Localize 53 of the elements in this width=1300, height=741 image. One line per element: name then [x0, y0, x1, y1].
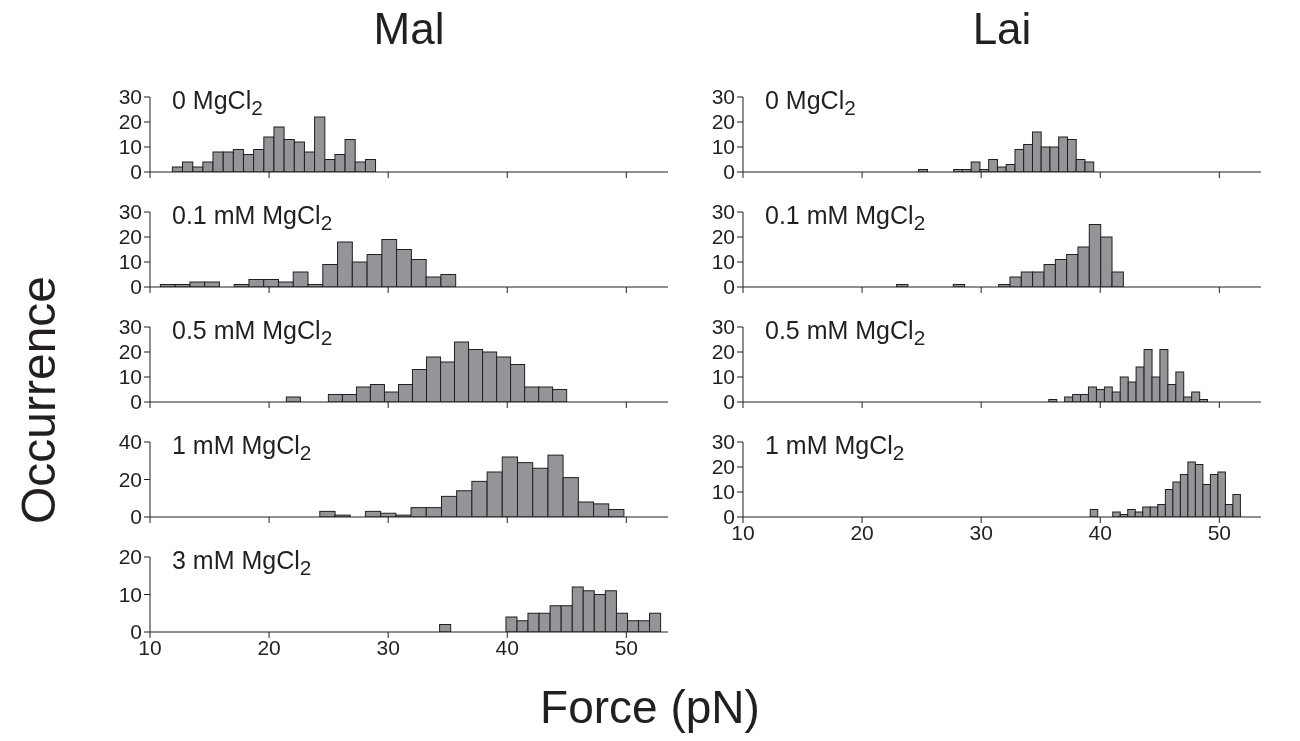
y-tick-label: 30: [118, 200, 142, 224]
y-tick-label: 30: [118, 85, 142, 109]
y-tick-label: 20: [711, 340, 735, 364]
y-tick-label: 0: [130, 275, 142, 299]
chart-title: 0 MgCl$_{2}$: [172, 86, 263, 120]
chart-title: 0 MgCl$_{2}$: [765, 86, 856, 120]
y-tick-label: 10: [711, 365, 735, 389]
x-tick-label: 40: [495, 635, 519, 659]
x-axis-title: Force (pN): [539, 680, 761, 734]
x-tick-label: 20: [850, 520, 874, 544]
y-tick-label: 10: [118, 582, 142, 606]
y-tick-label: 20: [711, 225, 735, 249]
y-tick-label: 30: [711, 315, 735, 339]
chart-title: 0.1 mM MgCl$_{2}$: [172, 201, 333, 235]
x-tick-label: 30: [969, 520, 993, 544]
y-tick-label: 20: [118, 467, 142, 491]
y-tick-label: 0: [130, 505, 142, 529]
y-tick-label: 20: [118, 340, 142, 364]
y-tick-label: 10: [118, 135, 142, 159]
y-tick-label: 10: [118, 250, 142, 274]
text: Lai: [971, 4, 1033, 54]
y-tick-label: 0: [723, 390, 735, 414]
y-tick-label: 30: [711, 85, 735, 109]
chart-title: 1 mM MgCl$_{2}$: [172, 431, 312, 465]
x-tick-label: 40: [1088, 520, 1112, 544]
chart-title: 0.5 mM MgCl$_{2}$: [765, 316, 926, 350]
y-tick-label: 20: [711, 110, 735, 134]
y-tick-label: 10: [711, 250, 735, 274]
chart-title: 3 mM MgCl$_{2}$: [172, 546, 312, 580]
y-tick-label: 30: [711, 200, 735, 224]
y-tick-label: 10: [118, 365, 142, 389]
x-tick-label: 50: [1207, 520, 1231, 544]
x-tick-label: 30: [376, 635, 400, 659]
y-tick-label: 40: [118, 430, 142, 454]
y-tick-label: 10: [711, 480, 735, 504]
y-tick-label: 20: [118, 225, 142, 249]
text: Mal: [372, 4, 446, 54]
y-tick-label: 20: [711, 455, 735, 479]
y-tick-label: 0: [723, 275, 735, 299]
y-tick-label: 30: [118, 315, 142, 339]
y-axis-title: Occurrence: [10, 275, 66, 525]
chart-title: 0.5 mM MgCl$_{2}$: [172, 316, 333, 350]
chart-title: 0.1 mM MgCl$_{2}$: [765, 201, 926, 235]
y-tick-label: 0: [723, 160, 735, 184]
y-tick-label: 0: [130, 390, 142, 414]
y-tick-label: 10: [711, 135, 735, 159]
y-tick-label: 30: [711, 430, 735, 454]
y-tick-label: 20: [118, 545, 142, 569]
chart-title: 1 mM MgCl$_{2}$: [765, 431, 905, 465]
x-tick-label: 50: [614, 635, 638, 659]
y-tick-label: 0: [130, 160, 142, 184]
y-tick-label: 20: [118, 110, 142, 134]
x-tick-label: 20: [257, 635, 281, 659]
